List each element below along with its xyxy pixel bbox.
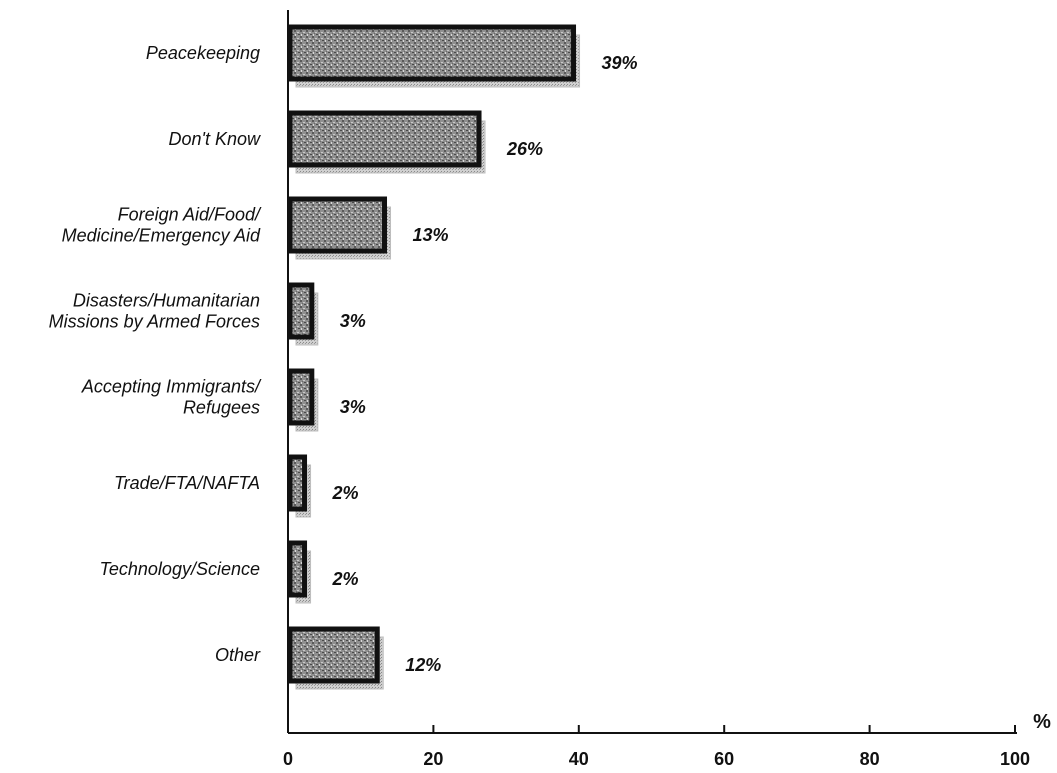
category-label: Technology/Science [100,559,260,579]
bar [287,368,315,426]
x-tick-label: 0 [283,749,293,769]
bar [287,454,308,512]
category-label: Peacekeeping [146,43,260,63]
bar [287,282,315,340]
category-label: Accepting Immigrants/ [81,377,262,397]
x-tick-label: 20 [423,749,443,769]
category-label: Foreign Aid/Food/ [118,205,262,225]
category-label: Medicine/Emergency Aid [62,226,261,246]
bar-value-label: 2% [332,483,359,503]
bar-value-label: 13% [413,225,449,245]
category-label: Other [215,645,261,665]
value-labels: 39% 26% 13% 3% 3% 2% 2% 12% [332,53,638,675]
bar-value-label: 12% [405,655,441,675]
bar [287,540,308,598]
category-label: Disasters/Humanitarian [73,291,260,311]
axes [287,10,1017,734]
bar [287,196,388,254]
x-axis-unit-label: % [1033,711,1051,733]
x-tick-label: 80 [860,749,880,769]
x-tick-label: 100 [1000,749,1030,769]
category-label: Refugees [183,398,260,418]
category-label: Trade/FTA/NAFTA [114,473,260,493]
bar-value-label: 3% [340,311,366,331]
bar-value-label: 3% [340,397,366,417]
category-label: Don't Know [169,129,261,149]
x-ticks: 0 20 40 60 80 100 [283,725,1030,769]
bar-value-label: 2% [332,569,359,589]
bar [287,626,380,684]
bar-value-label: 39% [602,53,638,73]
bars-group [287,24,581,690]
x-tick-label: 60 [714,749,734,769]
category-labels: Peacekeeping Don't Know Foreign Aid/Food/M… [49,43,262,665]
x-tick-label: 40 [569,749,589,769]
bar [287,24,577,82]
category-label: Missions by Armed Forces [49,312,260,332]
bar-value-label: 26% [506,139,543,159]
bar [287,110,482,168]
